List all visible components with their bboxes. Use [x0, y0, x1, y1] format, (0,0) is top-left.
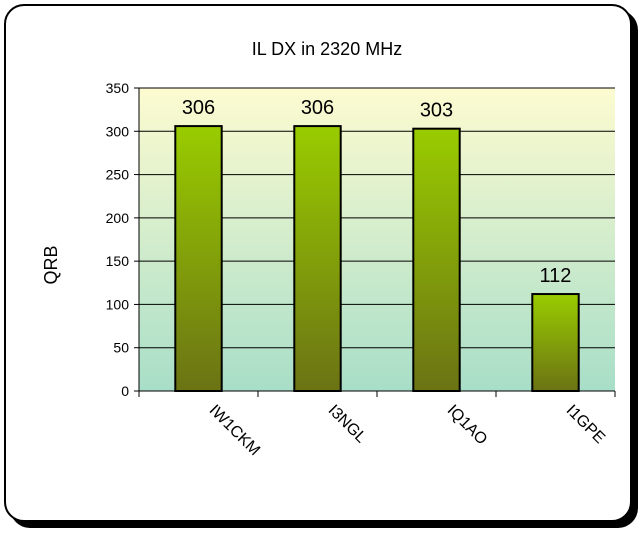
y-tick-label: 50 [113, 340, 129, 356]
x-tick-label: IQ1AO [444, 402, 491, 449]
y-tick-label: 100 [106, 296, 130, 312]
x-tick-label: I1GPE [563, 402, 608, 447]
y-tick-labels: 0 50 100 150 200 250 300 350 [106, 80, 130, 399]
chart-title: IL DX in 2320 MHz [252, 39, 402, 59]
y-tick-label: 300 [106, 123, 130, 139]
y-tick-label: 150 [106, 253, 130, 269]
axes [134, 87, 616, 397]
y-axis-label: QRB [41, 245, 61, 284]
bar-iq1ao [412, 127, 461, 392]
bar-i1gpe [531, 293, 580, 393]
data-label: 112 [540, 265, 572, 287]
data-label: 303 [420, 100, 453, 122]
data-label: 306 [301, 97, 334, 119]
data-labels: 306 306 303 112 [182, 97, 572, 287]
y-tick-label: 350 [106, 80, 130, 96]
bar-iw1ckm [174, 125, 223, 392]
y-tick-label: 0 [121, 383, 129, 399]
y-tick-label: 250 [106, 167, 130, 183]
data-label: 306 [182, 97, 215, 119]
x-tick-label: IW1CKM [206, 402, 263, 459]
bar-i3ngl [293, 125, 342, 392]
x-tick-label: I3NGL [325, 402, 370, 447]
y-tick-label: 200 [106, 210, 130, 226]
x-tick-labels: IW1CKM I3NGL IQ1AO I1GPE [206, 402, 608, 459]
